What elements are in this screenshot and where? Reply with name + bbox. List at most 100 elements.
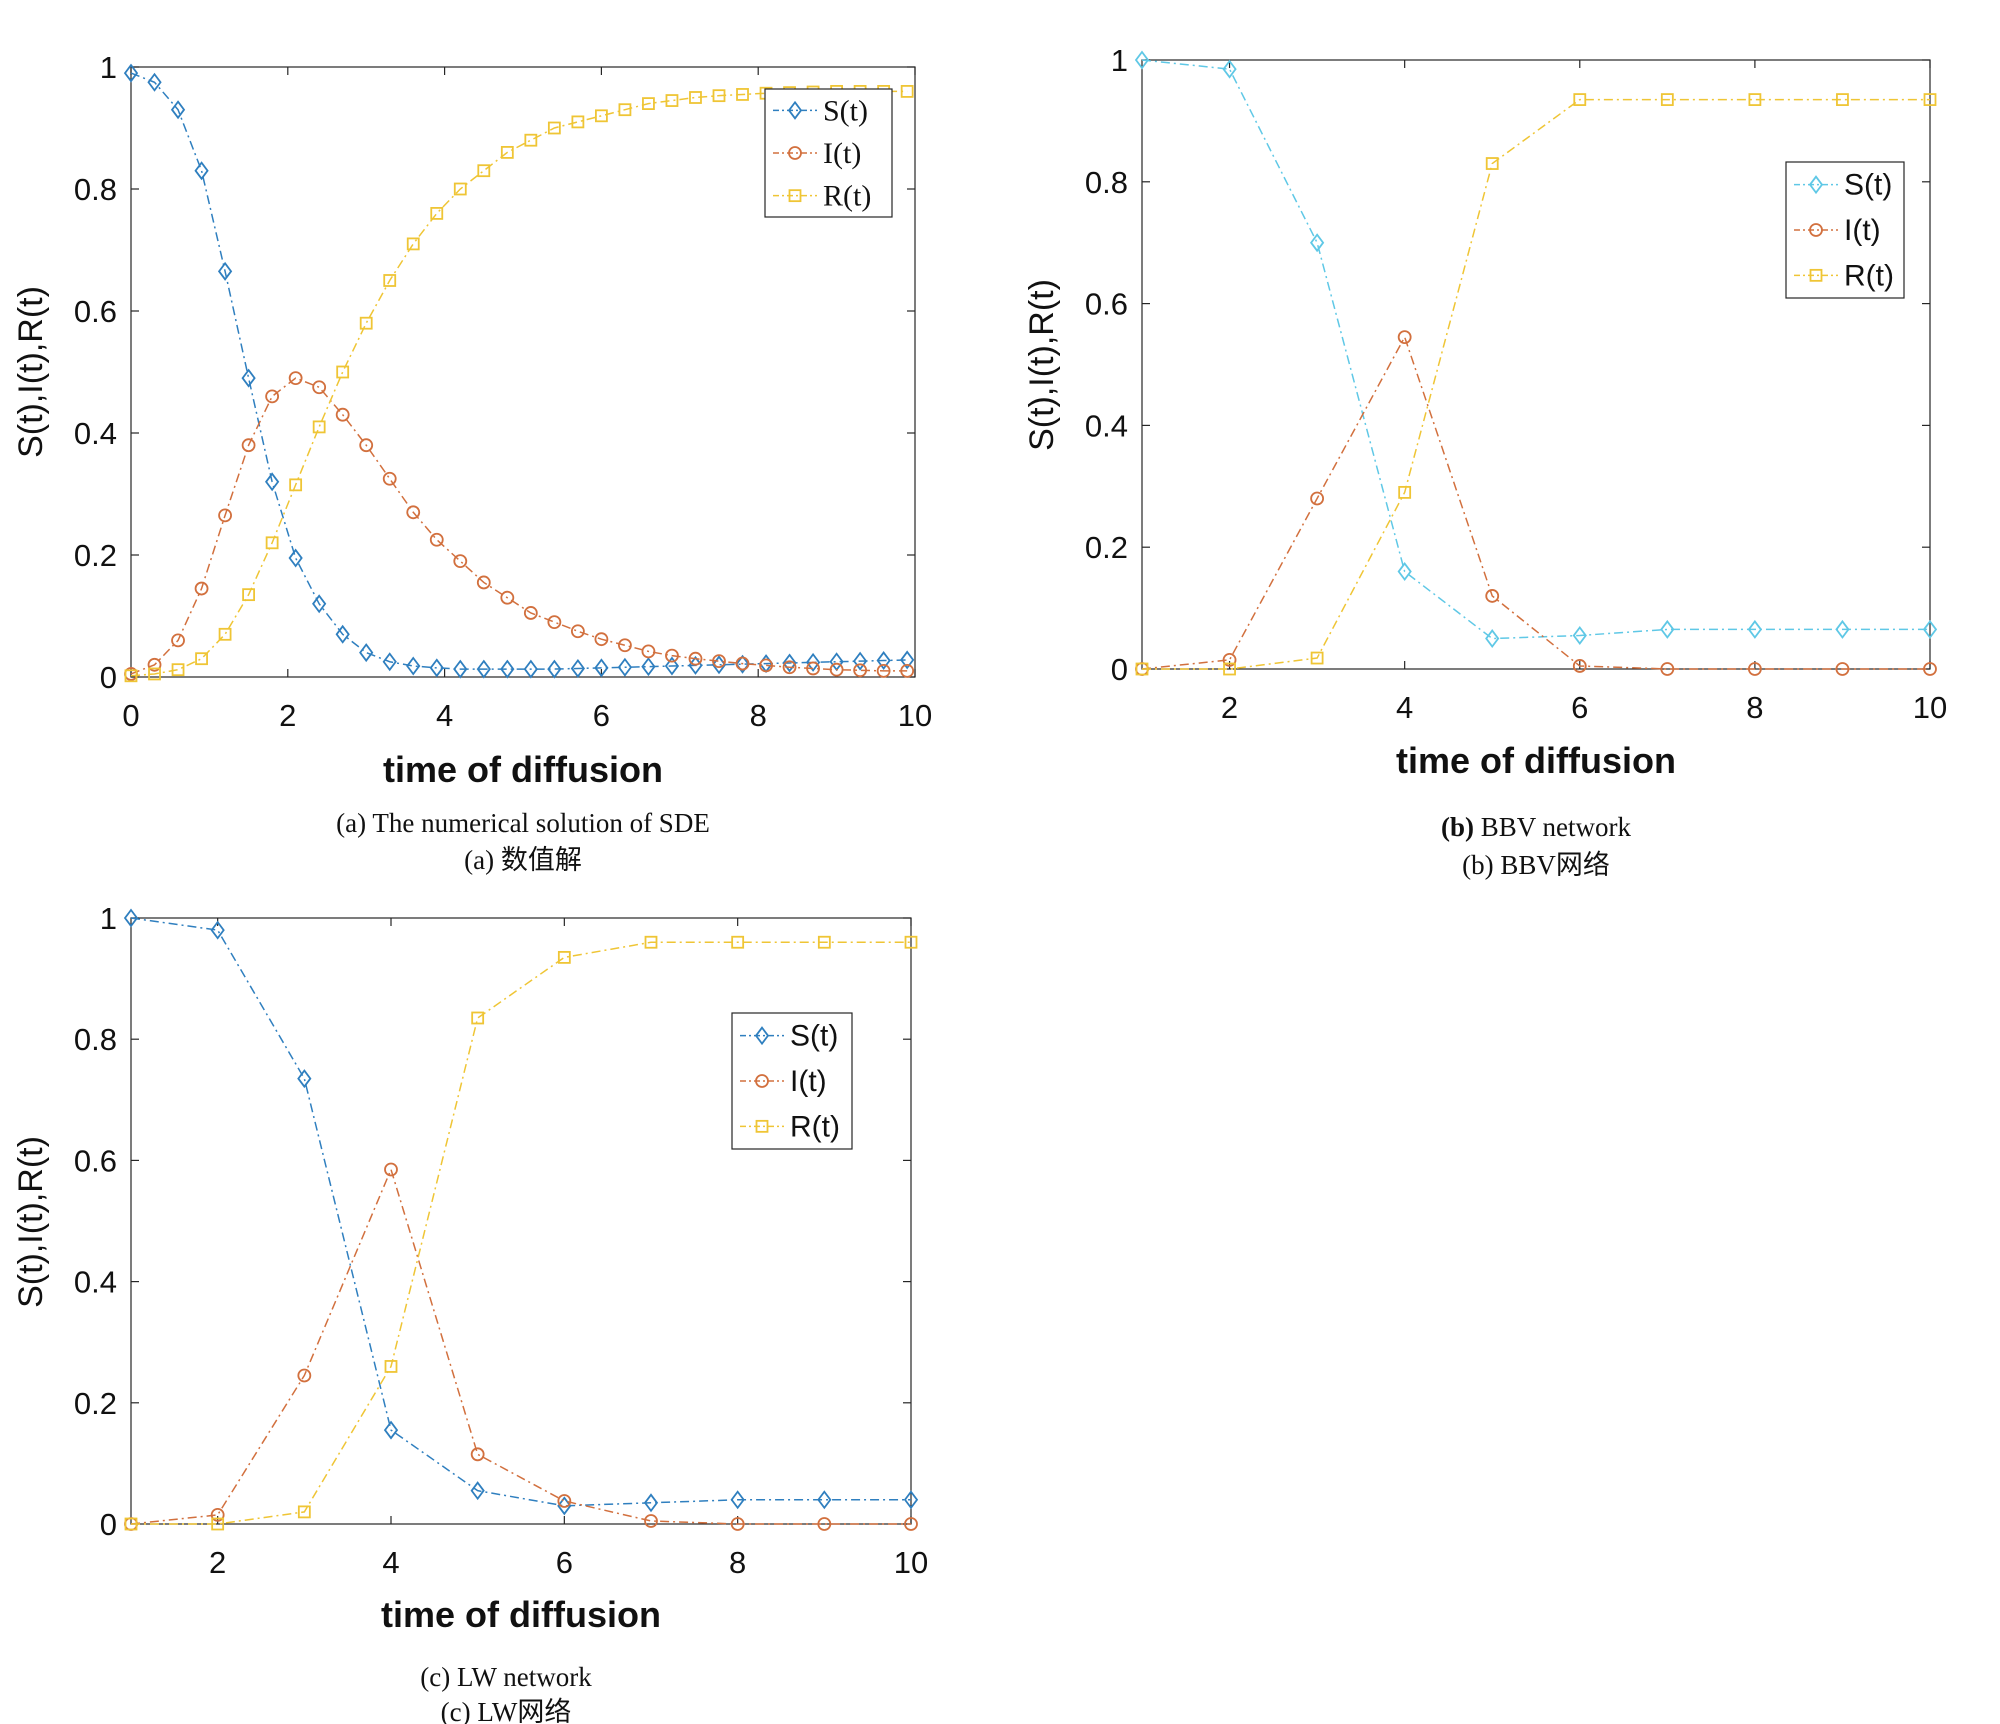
legend-marker xyxy=(754,1026,770,1046)
data-point xyxy=(1835,619,1850,639)
data-point xyxy=(618,103,632,117)
legend-label: S(t) xyxy=(1844,169,1892,202)
legend-item: R(t) xyxy=(773,180,871,213)
legend-item: I(t) xyxy=(773,137,861,170)
data-point xyxy=(876,651,891,671)
data-point xyxy=(664,656,680,676)
data-point xyxy=(665,648,679,663)
data-point xyxy=(730,1490,745,1510)
y-tick-label: 0.2 xyxy=(74,538,117,573)
data-point xyxy=(477,164,491,178)
data-point xyxy=(289,478,303,492)
data-point xyxy=(406,237,420,251)
data-point xyxy=(195,652,208,666)
data-point xyxy=(594,658,609,678)
data-point xyxy=(900,650,915,670)
data-point xyxy=(123,63,139,83)
data-point xyxy=(1747,619,1763,639)
y-tick-label: 0.4 xyxy=(1085,408,1128,443)
data-point xyxy=(359,438,374,453)
data-point xyxy=(903,1490,919,1510)
legend-label: I(t) xyxy=(790,1065,827,1098)
data-point xyxy=(1485,157,1499,170)
data-point xyxy=(1572,626,1587,646)
data-point xyxy=(688,651,703,666)
data-point xyxy=(384,1162,398,1177)
series-i xyxy=(124,371,915,681)
data-point xyxy=(557,1494,572,1508)
series-i xyxy=(124,1162,918,1531)
plot-area xyxy=(1141,59,1931,670)
data-point xyxy=(218,508,232,523)
series-line xyxy=(1142,98,1930,670)
data-point xyxy=(297,1069,312,1089)
data-point xyxy=(429,532,444,547)
series-line xyxy=(130,917,911,1507)
legend-item: I(t) xyxy=(1794,214,1881,247)
series-i xyxy=(1135,330,1937,676)
data-point xyxy=(817,1490,832,1510)
data-point xyxy=(594,632,609,647)
series-r xyxy=(124,935,918,1531)
series-line xyxy=(130,72,908,670)
data-point xyxy=(853,663,868,678)
data-point xyxy=(359,643,374,663)
data-point xyxy=(335,407,350,422)
legend: S(t) I(t) R(t) xyxy=(731,1012,853,1150)
legend-label: R(t) xyxy=(1844,259,1894,292)
data-point xyxy=(689,91,702,104)
data-point xyxy=(382,652,397,672)
y-axis-label: S(t),I(t),R(t) xyxy=(12,1136,50,1308)
caption-en-text: BBV network xyxy=(1474,812,1632,842)
x-axis-ticks: 2 4 6 8 10 xyxy=(1221,60,1947,725)
data-point xyxy=(124,1517,138,1531)
data-point xyxy=(557,1496,572,1516)
series-s xyxy=(1134,50,1938,649)
data-point xyxy=(1922,619,1938,639)
data-point xyxy=(1397,330,1412,344)
x-axis-label: time of diffusion xyxy=(1396,740,1676,781)
data-point xyxy=(406,505,421,520)
data-point xyxy=(1223,662,1236,676)
data-point xyxy=(524,133,538,147)
data-point xyxy=(430,206,444,220)
data-point xyxy=(1572,659,1587,673)
data-point xyxy=(570,658,586,678)
caption: (c) LW network (c) LW网络 xyxy=(420,1662,592,1724)
data-point xyxy=(806,661,820,676)
legend-item: S(t) xyxy=(740,1020,838,1053)
data-point xyxy=(1485,589,1500,603)
legend-label: S(t) xyxy=(823,94,868,127)
legend-item: I(t) xyxy=(740,1065,827,1098)
x-tick-label: 2 xyxy=(1221,690,1238,725)
data-point xyxy=(1748,93,1762,106)
y-tick-label: 1 xyxy=(1111,43,1128,78)
x-tick-label: 6 xyxy=(593,698,610,733)
data-point xyxy=(453,554,468,568)
y-tick-label: 0.8 xyxy=(1085,165,1128,200)
data-point xyxy=(1923,93,1937,106)
y-axis-label: S(t),I(t),R(t) xyxy=(12,286,50,458)
data-point xyxy=(242,588,256,602)
data-point xyxy=(643,1493,659,1513)
y-tick-label: 0 xyxy=(100,660,117,695)
data-point xyxy=(523,659,538,679)
data-point xyxy=(500,659,515,679)
series-line xyxy=(1141,59,1930,640)
legend-box xyxy=(731,1012,853,1150)
data-point xyxy=(288,371,303,386)
data-point xyxy=(335,624,350,644)
data-point xyxy=(297,1368,312,1383)
caption-en: (c) LW network xyxy=(420,1662,592,1692)
series-line xyxy=(130,1167,911,1525)
data-point xyxy=(782,653,797,673)
data-point xyxy=(1398,485,1412,499)
x-tick-label: 6 xyxy=(1571,690,1588,725)
data-point xyxy=(1309,233,1325,253)
data-point xyxy=(1222,59,1237,79)
legend-marker xyxy=(788,189,802,203)
data-point xyxy=(241,368,256,388)
data-point xyxy=(735,656,750,671)
data-point xyxy=(570,624,585,639)
